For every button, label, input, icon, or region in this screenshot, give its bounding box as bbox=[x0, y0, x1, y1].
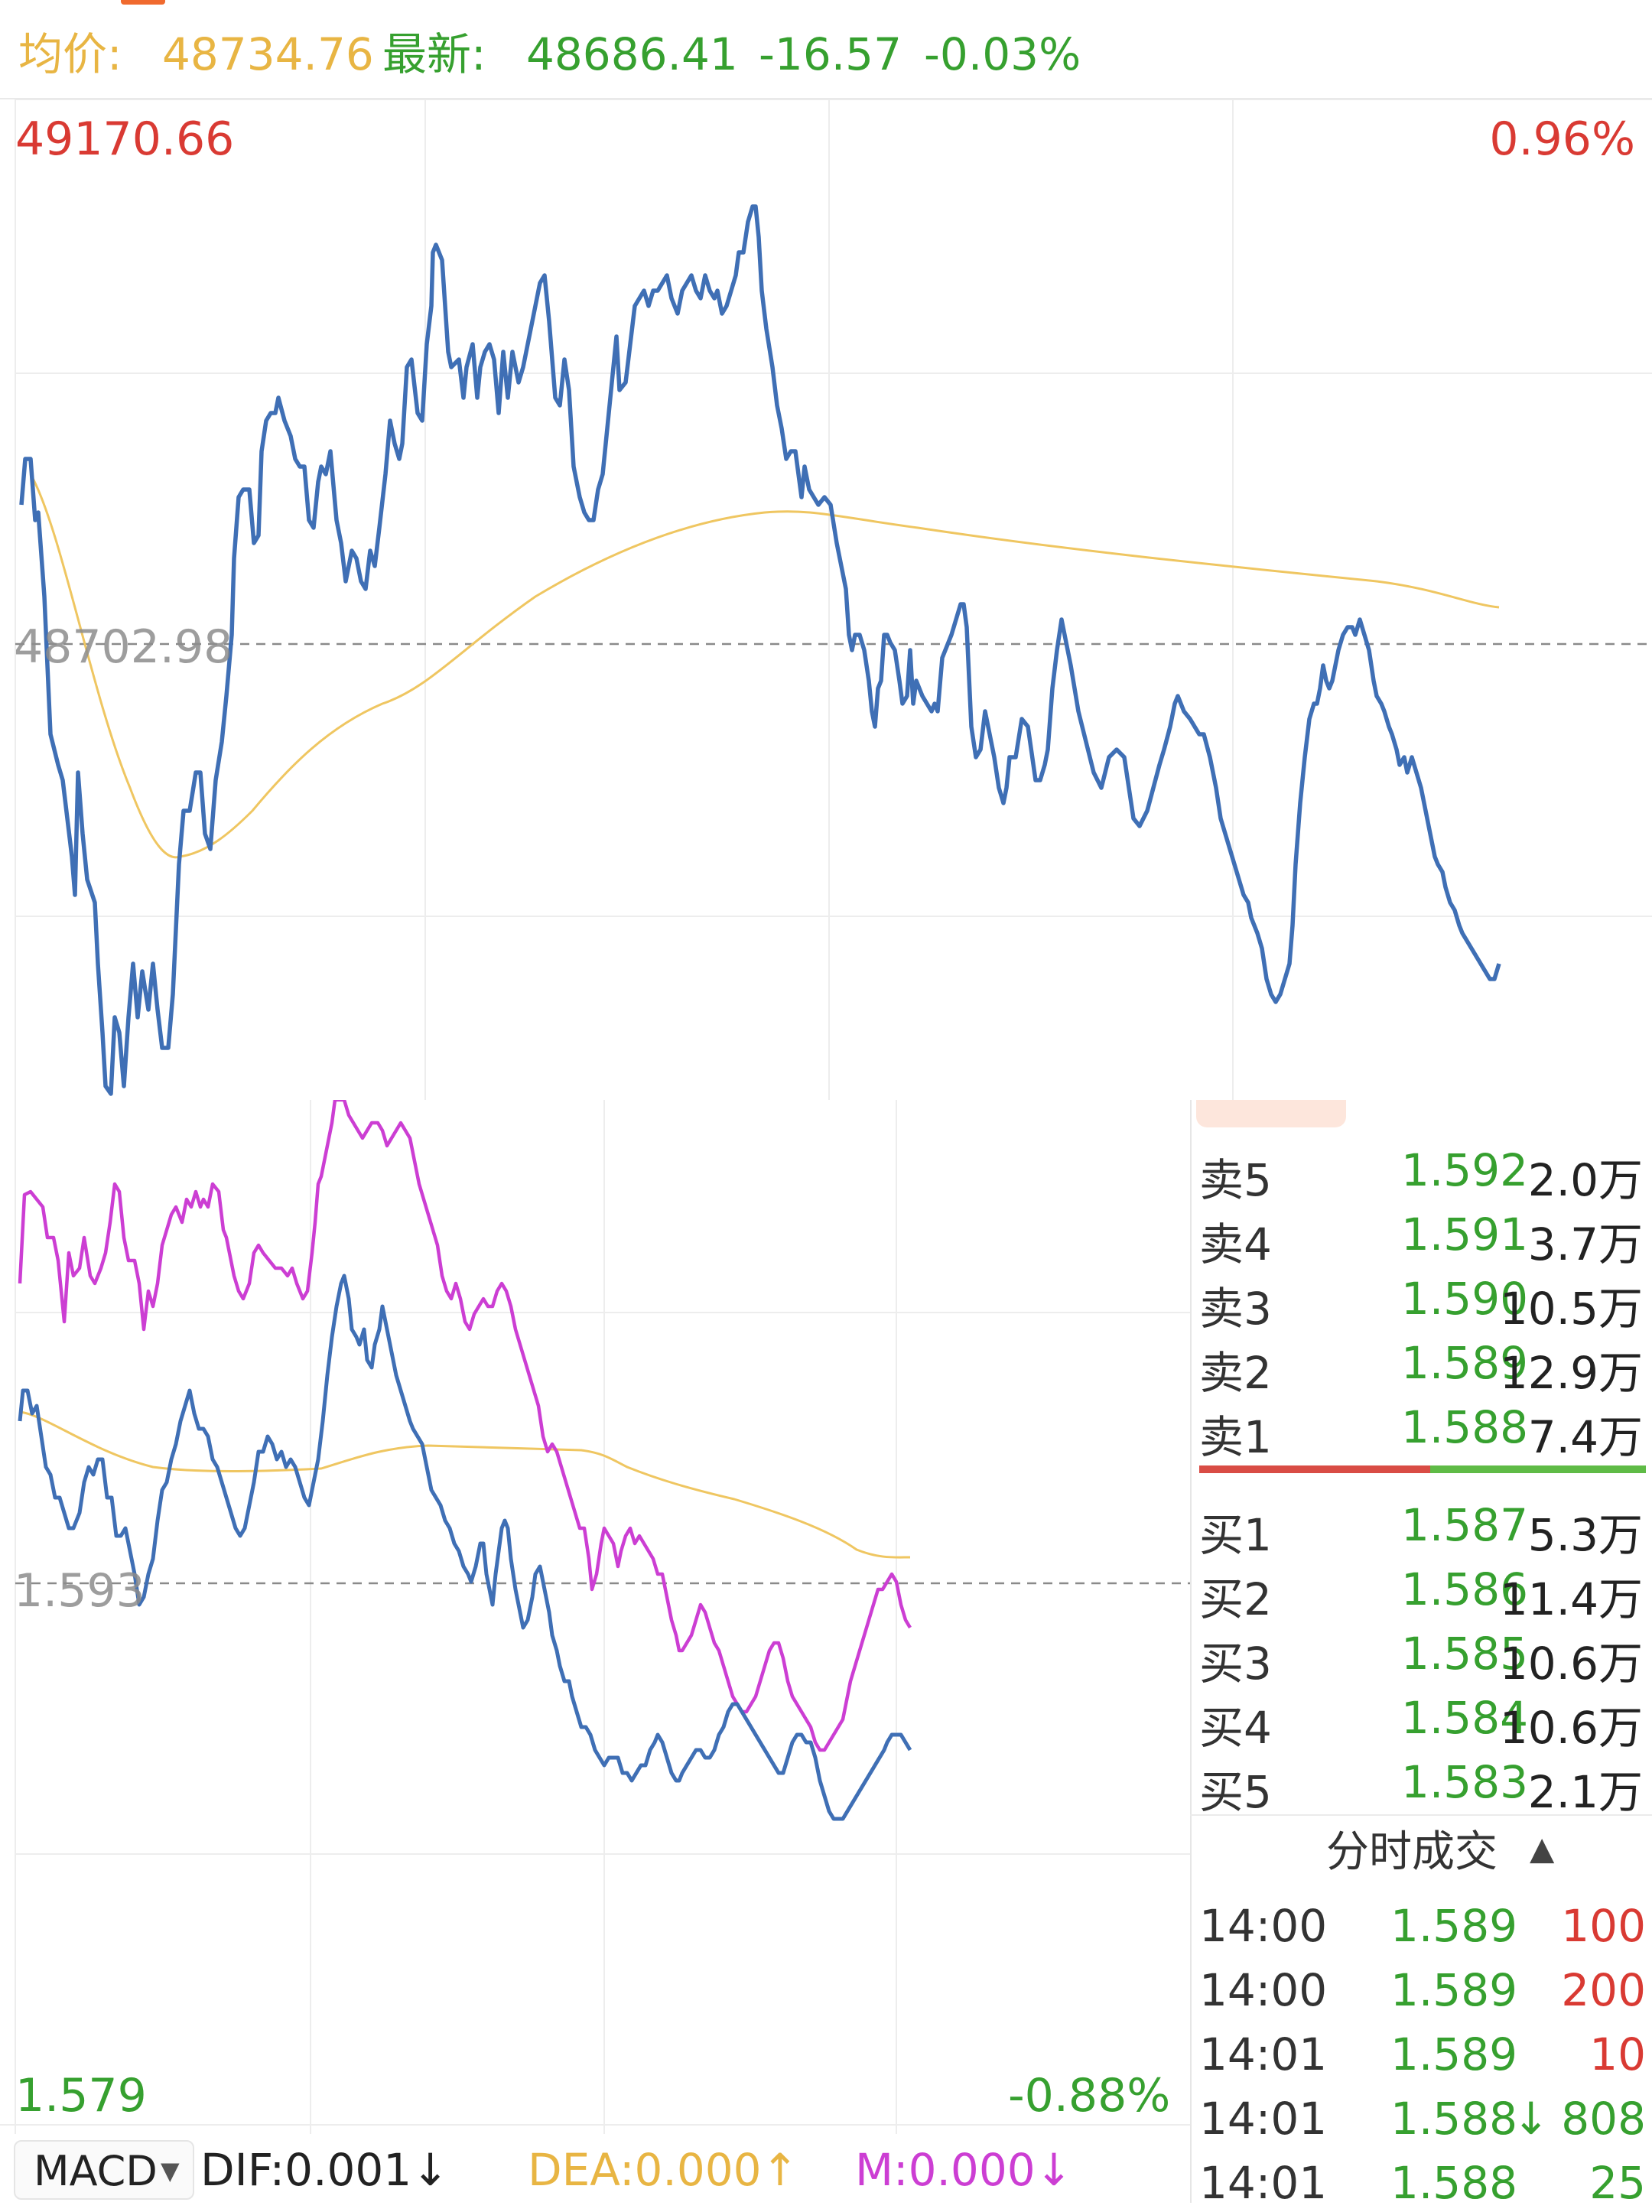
order-book-panel bbox=[1190, 1100, 1652, 2203]
m-value: M:0.000↓ bbox=[855, 2144, 1073, 2196]
price-change-percent: -0.03% bbox=[924, 28, 1081, 80]
bid-price: 1.585 bbox=[1400, 1628, 1528, 1680]
ask-price: 1.591 bbox=[1400, 1208, 1528, 1261]
expand-up-icon[interactable]: ▲ bbox=[1530, 1830, 1555, 1867]
divider bbox=[1190, 1814, 1652, 1816]
bid-row[interactable]: 买5 1.583 2.1万 bbox=[1199, 1747, 1643, 1818]
tick-row[interactable]: 14:01 1.588 25 bbox=[1199, 2148, 1646, 2212]
ask-level-label: 卖1 bbox=[1199, 1411, 1272, 1463]
chart-min-percent: -0.88% bbox=[1008, 2069, 1171, 2123]
tick-row[interactable]: 14:00 1.589 100 bbox=[1199, 1891, 1646, 1955]
tick-volume: 808 bbox=[1561, 2093, 1646, 2145]
ask-row[interactable]: 卖3 1.590 10.5万 bbox=[1199, 1264, 1643, 1335]
dropdown-caret-icon[interactable]: ▼ bbox=[161, 2156, 180, 2185]
tick-time: 14:01 bbox=[1199, 2093, 1328, 2145]
price-change-value: -16.57 bbox=[759, 28, 902, 80]
bid-level-label: 买4 bbox=[1199, 1702, 1272, 1754]
ask-row[interactable]: 卖5 1.592 2.0万 bbox=[1199, 1135, 1643, 1206]
ask-price: 1.590 bbox=[1400, 1273, 1528, 1325]
tick-price: 1.589 bbox=[1390, 2028, 1517, 2080]
bid-level-label: 买5 bbox=[1199, 1766, 1272, 1818]
ask-ratio-segment bbox=[1199, 1465, 1430, 1473]
bid-row[interactable]: 买4 1.584 10.6万 bbox=[1199, 1683, 1643, 1754]
chart-min-price: 1.579 bbox=[15, 2069, 147, 2123]
bid-price: 1.584 bbox=[1400, 1692, 1528, 1744]
tick-row[interactable]: 14:01 1.589 10 bbox=[1199, 2019, 1646, 2084]
tick-price: 1.588 bbox=[1390, 2157, 1517, 2209]
macd-blue-line bbox=[18, 1274, 912, 1821]
bid-ratio-segment bbox=[1430, 1465, 1646, 1473]
ask-volume: 2.0万 bbox=[1527, 1154, 1643, 1206]
ask-row[interactable]: 卖4 1.591 3.7万 bbox=[1199, 1199, 1643, 1270]
tick-price: 1.588 bbox=[1390, 2093, 1517, 2145]
ask-level-label: 卖5 bbox=[1199, 1154, 1272, 1206]
ask-level-label: 卖3 bbox=[1199, 1283, 1272, 1335]
bid-level-label: 买1 bbox=[1199, 1509, 1272, 1561]
bid-level-label: 买2 bbox=[1199, 1573, 1272, 1625]
bid-row[interactable]: 买3 1.585 10.6万 bbox=[1199, 1618, 1643, 1690]
ask-level-label: 卖2 bbox=[1199, 1347, 1272, 1399]
price-summary-bar bbox=[0, 14, 1652, 99]
dea-value: DEA:0.000↑ bbox=[528, 2144, 799, 2196]
avg-price-label: 均价: bbox=[18, 28, 122, 80]
bid-level-label: 买3 bbox=[1199, 1638, 1272, 1690]
ask-row[interactable]: 卖2 1.589 12.9万 bbox=[1199, 1328, 1643, 1399]
ask-volume: 3.7万 bbox=[1527, 1218, 1643, 1270]
bid-volume: 11.4万 bbox=[1499, 1573, 1643, 1625]
avg-price-value: 48734.76 bbox=[162, 28, 374, 80]
ticks-title[interactable]: 分时成交 bbox=[1326, 1827, 1498, 1877]
tick-price: 1.589 bbox=[1390, 1900, 1517, 1952]
ask-row[interactable]: 卖1 1.588 7.4万 bbox=[1199, 1392, 1643, 1463]
average-price-line bbox=[29, 473, 1500, 859]
tick-volume: 200 bbox=[1561, 1964, 1646, 2016]
tick-volume: 25 bbox=[1589, 2157, 1646, 2209]
tick-time: 14:01 bbox=[1199, 2028, 1328, 2080]
tick-direction-arrow: ↓ bbox=[1512, 2093, 1550, 2145]
bid-row[interactable]: 买1 1.587 5.3万 bbox=[1199, 1490, 1643, 1561]
bid-volume: 10.6万 bbox=[1499, 1638, 1643, 1690]
lower-chart-base-price: 1.593 bbox=[14, 1564, 145, 1618]
bid-row[interactable]: 买2 1.586 11.4万 bbox=[1199, 1554, 1643, 1625]
bid-ask-ratio-bar bbox=[1199, 1465, 1646, 1473]
ask-volume: 7.4万 bbox=[1527, 1411, 1643, 1463]
ask-level-label: 卖4 bbox=[1199, 1218, 1272, 1270]
tick-volume: 100 bbox=[1561, 1900, 1646, 1952]
bid-price: 1.586 bbox=[1400, 1563, 1528, 1615]
ask-price: 1.589 bbox=[1400, 1337, 1528, 1389]
tick-price: 1.589 bbox=[1390, 1964, 1517, 2016]
tick-time: 14:00 bbox=[1199, 1900, 1328, 1952]
chart-max-price: 49170.66 bbox=[15, 112, 235, 166]
dif-value: DIF:0.001↓ bbox=[200, 2144, 449, 2196]
bid-volume: 10.6万 bbox=[1499, 1702, 1643, 1754]
price-line bbox=[19, 204, 1501, 1096]
ask-volume: 12.9万 bbox=[1499, 1347, 1643, 1399]
indicator-selector[interactable] bbox=[14, 2140, 194, 2200]
ask-price: 1.588 bbox=[1400, 1401, 1528, 1453]
top-tab-indicator bbox=[121, 0, 165, 5]
tick-row[interactable]: 14:00 1.589 200 bbox=[1199, 1955, 1646, 2019]
tick-volume: 10 bbox=[1589, 2028, 1646, 2080]
latest-price-value: 48686.41 bbox=[526, 28, 738, 80]
lower-average-line bbox=[19, 1410, 911, 1559]
bid-price: 1.587 bbox=[1400, 1499, 1528, 1551]
lower-indicator-chart[interactable] bbox=[0, 1100, 1190, 2134]
ask-volume: 10.5万 bbox=[1499, 1283, 1643, 1335]
chart-base-price: 48702.98 bbox=[14, 620, 233, 674]
bid-volume: 2.1万 bbox=[1527, 1766, 1643, 1818]
tick-row[interactable]: 14:01 1.588 ↓ 808 bbox=[1199, 2084, 1646, 2148]
latest-price-label: 最新: bbox=[382, 28, 486, 80]
indicator-name[interactable]: MACD bbox=[34, 2147, 158, 2195]
intraday-price-chart[interactable] bbox=[0, 99, 1652, 1100]
chart-max-percent: 0.96% bbox=[1489, 112, 1635, 166]
macd-magenta-line bbox=[18, 1100, 912, 1752]
bid-price: 1.583 bbox=[1400, 1756, 1528, 1808]
tick-time: 14:00 bbox=[1199, 1964, 1328, 2016]
order-book-tab[interactable] bbox=[1196, 1100, 1346, 1127]
tick-time: 14:01 bbox=[1199, 2157, 1328, 2209]
ask-price: 1.592 bbox=[1400, 1144, 1528, 1196]
bid-volume: 5.3万 bbox=[1527, 1509, 1643, 1561]
